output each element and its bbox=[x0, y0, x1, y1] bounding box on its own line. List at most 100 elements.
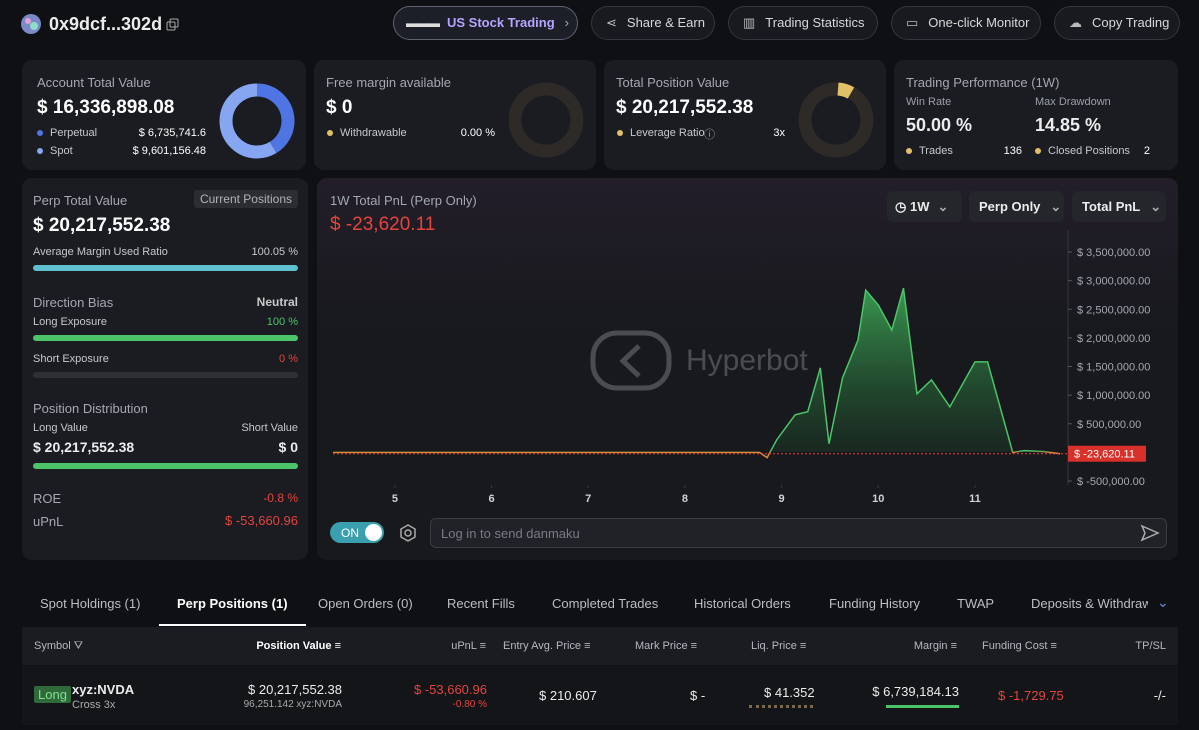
column-label: Position Value bbox=[256, 640, 332, 652]
mark-price: $ - bbox=[690, 688, 706, 703]
section-title: Direction Bias bbox=[33, 295, 114, 310]
column-header[interactable]: Mark Price ≡ bbox=[635, 640, 698, 652]
column-header[interactable]: uPnL ≡ bbox=[451, 640, 486, 652]
pnl-line bbox=[333, 287, 1051, 452]
table-row[interactable] bbox=[22, 666, 1178, 725]
column-header[interactable]: Entry Avg. Price ≡ bbox=[503, 640, 591, 652]
stat-label: Win Rate bbox=[906, 96, 952, 108]
perp-panel: Perp Total Value Current Positions $ 20,… bbox=[22, 178, 308, 560]
stat-value: 2 bbox=[1143, 145, 1150, 157]
toggle-label: ON bbox=[341, 526, 359, 540]
metric-label: Short Exposure bbox=[33, 353, 109, 365]
position-value: $ 20,217,552.38 bbox=[248, 682, 342, 697]
legend-dot bbox=[906, 148, 912, 154]
toggle[interactable]: ON bbox=[330, 522, 384, 543]
x-tick-label: 9 bbox=[779, 493, 785, 505]
nav-button[interactable]: ▭ One-click Monitor bbox=[891, 6, 1041, 40]
watermark: Hyperbot bbox=[590, 330, 808, 391]
dropdown[interactable]: ◷ 1W ⌄ bbox=[887, 191, 962, 222]
column-label: uPnL bbox=[451, 640, 477, 652]
x-tick-label: 10 bbox=[872, 493, 884, 505]
free-margin-card: Free margin available $ 0 Withdrawable 0… bbox=[314, 60, 596, 170]
tab[interactable]: Recent Fills bbox=[447, 596, 515, 611]
metric-value: $ 0 bbox=[278, 439, 298, 455]
address: 0x9dcf...302d bbox=[49, 14, 163, 34]
table-header bbox=[22, 627, 1178, 665]
panel-title: Perp Total Value bbox=[33, 193, 128, 208]
legend-value: 0.00 % bbox=[460, 127, 495, 139]
bias: Neutral bbox=[256, 295, 298, 309]
card-value: $ 20,217,552.38 bbox=[616, 97, 754, 118]
x-tick-label: 11 bbox=[969, 493, 981, 505]
card-title: Trading Performance (1W) bbox=[906, 75, 1060, 90]
tab[interactable]: Deposits & Withdrawals bbox=[1031, 596, 1148, 611]
legend-label: Spot bbox=[50, 145, 73, 157]
tab[interactable]: Spot Holdings (1) bbox=[40, 596, 141, 611]
short-bar bbox=[33, 372, 298, 378]
legend-value: $ 6,735,741.6 bbox=[138, 127, 206, 139]
entry-price: $ 210.607 bbox=[539, 688, 597, 703]
position-card: Total Position Value $ 20,217,552.38 Lev… bbox=[604, 60, 886, 170]
upnl: $ -53,660.96 bbox=[413, 682, 487, 697]
current-value-label: $ -23,620.11 bbox=[1074, 449, 1135, 461]
margin: $ 6,739,184.13 bbox=[872, 684, 959, 699]
long-bar bbox=[33, 335, 298, 341]
symbol: xyz:NVDA bbox=[72, 682, 135, 697]
legend-label: Leverage Ratio bbox=[630, 127, 705, 139]
placeholder: Log in to send danmaku bbox=[441, 526, 580, 541]
nav-button[interactable]: ▬▬▬ US Stock Trading › bbox=[393, 6, 578, 40]
performance-card: Trading Performance (1W) Win Rate 50.00 … bbox=[894, 60, 1178, 170]
chart-title: 1W Total PnL (Perp Only) bbox=[330, 193, 477, 208]
section-title: Position Distribution bbox=[33, 401, 148, 416]
current-value-tag bbox=[1068, 445, 1146, 462]
column-header[interactable]: Margin ≡ bbox=[913, 640, 957, 652]
pnl-area bbox=[770, 288, 1046, 452]
copy-icon[interactable] bbox=[166, 18, 180, 32]
metric-value: 100.05 % bbox=[251, 246, 298, 258]
dropdown[interactable]: Perp Only ⌄ bbox=[969, 191, 1064, 222]
nav-label: Trading Statistics bbox=[765, 15, 865, 30]
help-icon[interactable]: ⓘ bbox=[704, 129, 715, 141]
nav-button[interactable]: ☁ Copy Trading bbox=[1054, 6, 1180, 40]
y-tick-label: $ 1,000,000.00 bbox=[1077, 390, 1150, 402]
tab[interactable]: Completed Trades bbox=[552, 596, 659, 611]
column-label: Mark Price bbox=[635, 640, 688, 652]
funding-cost: $ -1,729.75 bbox=[998, 688, 1064, 703]
tab[interactable]: Funding History bbox=[829, 596, 921, 611]
metric-label: uPnL bbox=[33, 514, 64, 529]
donut bbox=[798, 82, 874, 158]
column-label: Symbol bbox=[34, 640, 71, 652]
tp-sl: -/- bbox=[1153, 688, 1166, 703]
nav-button[interactable]: ▥ Trading Statistics bbox=[728, 6, 878, 40]
column-label: Margin bbox=[913, 640, 948, 652]
x-tick-label: 7 bbox=[585, 493, 591, 505]
tab[interactable]: Historical Orders bbox=[694, 596, 791, 611]
upnl-percent: -0.80 % bbox=[452, 699, 487, 710]
y-tick-label: $ 500,000.00 bbox=[1077, 419, 1141, 431]
nav-button[interactable]: ⋖ Share & Earn bbox=[591, 6, 715, 40]
x-tick-label: 8 bbox=[682, 493, 688, 505]
metric-label: Average Margin Used Ratio bbox=[33, 246, 168, 258]
column-header[interactable]: Symbol ⛛ bbox=[34, 640, 83, 652]
settings-icon[interactable] bbox=[399, 524, 417, 542]
distribution-bar bbox=[33, 463, 298, 469]
stat-label: Closed Positions bbox=[1048, 145, 1130, 157]
tab[interactable]: Open Orders (0) bbox=[318, 596, 413, 611]
tabs-more[interactable]: ⌄ bbox=[1157, 594, 1169, 610]
danmaku-input[interactable]: Log in to send danmaku bbox=[430, 518, 1167, 548]
column-header[interactable]: Position Value ≡ bbox=[256, 640, 341, 652]
tab[interactable]: Perp Positions (1) bbox=[177, 596, 288, 611]
y-tick-label: $ 3,500,000.00 bbox=[1077, 247, 1150, 259]
legend-label: Perpetual bbox=[50, 127, 98, 139]
column-header[interactable]: Funding Cost ≡ bbox=[982, 640, 1057, 652]
stat-label: Trades bbox=[919, 145, 953, 157]
tab[interactable]: TWAP bbox=[957, 596, 995, 611]
column-header[interactable]: Liq. Price ≡ bbox=[751, 640, 807, 652]
y-tick-label: $ -500,000.00 bbox=[1077, 476, 1145, 488]
nav-label: Copy Trading bbox=[1092, 15, 1170, 30]
stat-value: 50.00 % bbox=[906, 115, 973, 135]
send-icon[interactable] bbox=[1140, 523, 1160, 543]
y-tick-label: $ 1,500,000.00 bbox=[1077, 362, 1150, 374]
dropdown[interactable]: Total PnL ⌄ bbox=[1072, 191, 1166, 222]
